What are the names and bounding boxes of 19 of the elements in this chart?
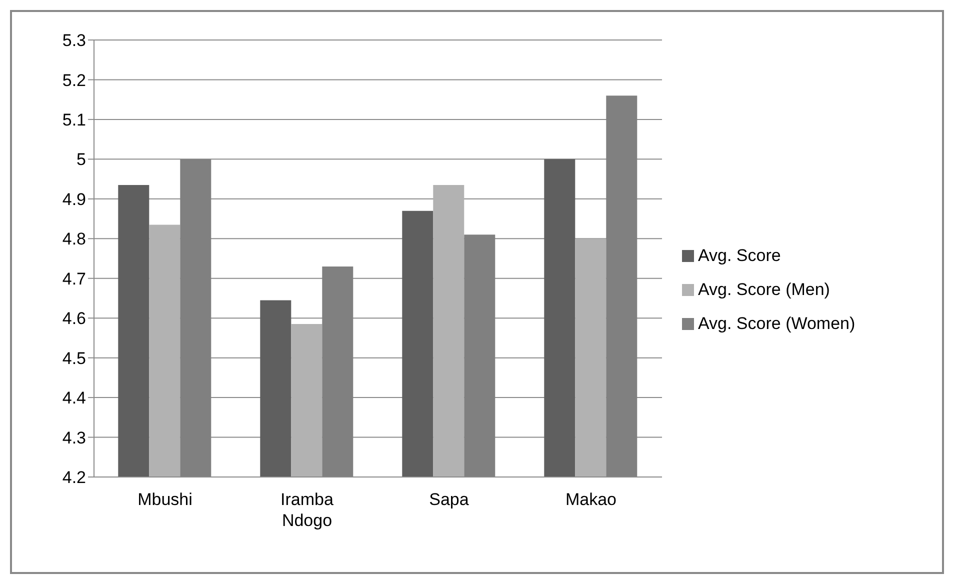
legend-label: Avg. Score (Men) xyxy=(698,280,830,298)
y-tick-label: 4.6 xyxy=(62,309,86,328)
y-tick-label: 4.3 xyxy=(62,428,86,448)
legend-label: Avg. Score (Women) xyxy=(698,314,856,332)
y-tick-label: 4.2 xyxy=(62,468,86,488)
y-tick-label: 4.5 xyxy=(62,348,86,368)
y-tick-label: 4.4 xyxy=(62,388,86,408)
x-tick-label: Iramba Ndogo xyxy=(280,490,334,530)
y-tick-label: 5.3 xyxy=(62,31,86,50)
y-tick-label: 5.2 xyxy=(62,70,86,90)
y-tick-label: 4.7 xyxy=(62,269,86,288)
y-tick-label: 4.9 xyxy=(62,190,86,209)
x-tick-label: Makao xyxy=(565,490,617,509)
y-tick-label: 5 xyxy=(76,150,86,170)
y-tick-label: 4.8 xyxy=(62,230,86,249)
x-tick-label: Mbushi xyxy=(138,490,192,509)
legend-label: Avg. Score xyxy=(698,246,781,264)
x-tick-label: Sapa xyxy=(429,490,470,509)
y-tick-label: 5.1 xyxy=(62,110,86,130)
